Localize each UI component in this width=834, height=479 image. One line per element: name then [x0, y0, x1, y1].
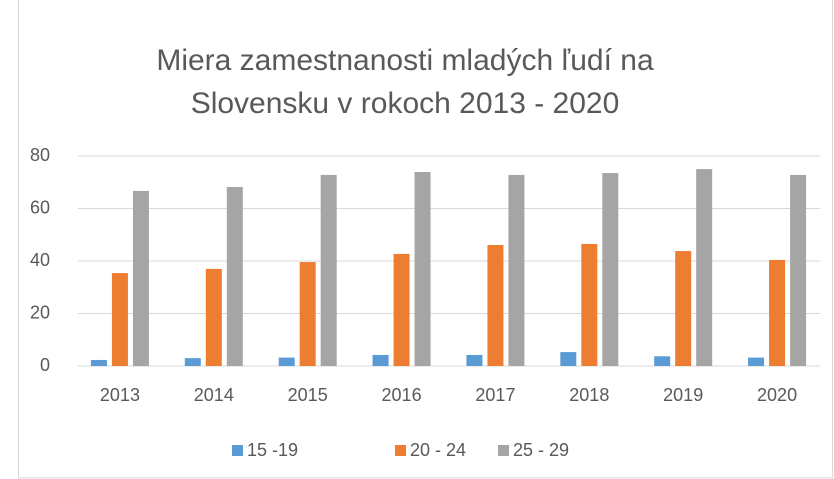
x-tick-label: 2014 [194, 385, 234, 405]
bar [581, 243, 598, 366]
bar [226, 186, 243, 366]
bar [320, 174, 337, 366]
bar [184, 358, 201, 366]
bar [769, 259, 786, 366]
legend-label: 20 - 24 [410, 440, 466, 460]
bar [111, 273, 128, 366]
x-tick-label: 2020 [757, 385, 797, 405]
legend-label: 15 -19 [247, 440, 298, 460]
x-tick-label: 2015 [288, 385, 328, 405]
bar [560, 352, 577, 366]
y-tick-label: 40 [30, 250, 50, 270]
bar [602, 173, 619, 366]
bar [790, 174, 807, 366]
bar [278, 357, 295, 366]
y-tick-label: 0 [40, 355, 50, 375]
chart-title: Miera zamestnanosti mladých ľudí na [156, 44, 654, 77]
x-tick-label: 2016 [382, 385, 422, 405]
bar [508, 174, 525, 366]
x-tick-label: 2019 [663, 385, 703, 405]
bar [205, 268, 222, 366]
bar [487, 244, 504, 366]
bar [414, 172, 431, 366]
legend-swatch [395, 445, 406, 456]
bar [675, 251, 692, 366]
legend-swatch [498, 445, 509, 456]
bar [466, 354, 483, 366]
bar [696, 169, 713, 366]
bar [132, 190, 149, 366]
bar [748, 357, 765, 366]
bar [299, 262, 316, 366]
y-tick-label: 80 [30, 145, 50, 165]
bar [372, 354, 389, 366]
legend-swatch [232, 445, 243, 456]
x-tick-label: 2017 [475, 385, 515, 405]
chart-title: Slovensku v rokoch 2013 - 2020 [191, 87, 620, 120]
y-tick-label: 60 [30, 197, 50, 217]
y-tick-label: 20 [30, 302, 50, 322]
bar [393, 253, 410, 366]
x-tick-label: 2013 [100, 385, 140, 405]
bar [90, 359, 107, 366]
legend-label: 25 - 29 [513, 440, 569, 460]
x-tick-label: 2018 [569, 385, 609, 405]
bar [654, 356, 671, 366]
